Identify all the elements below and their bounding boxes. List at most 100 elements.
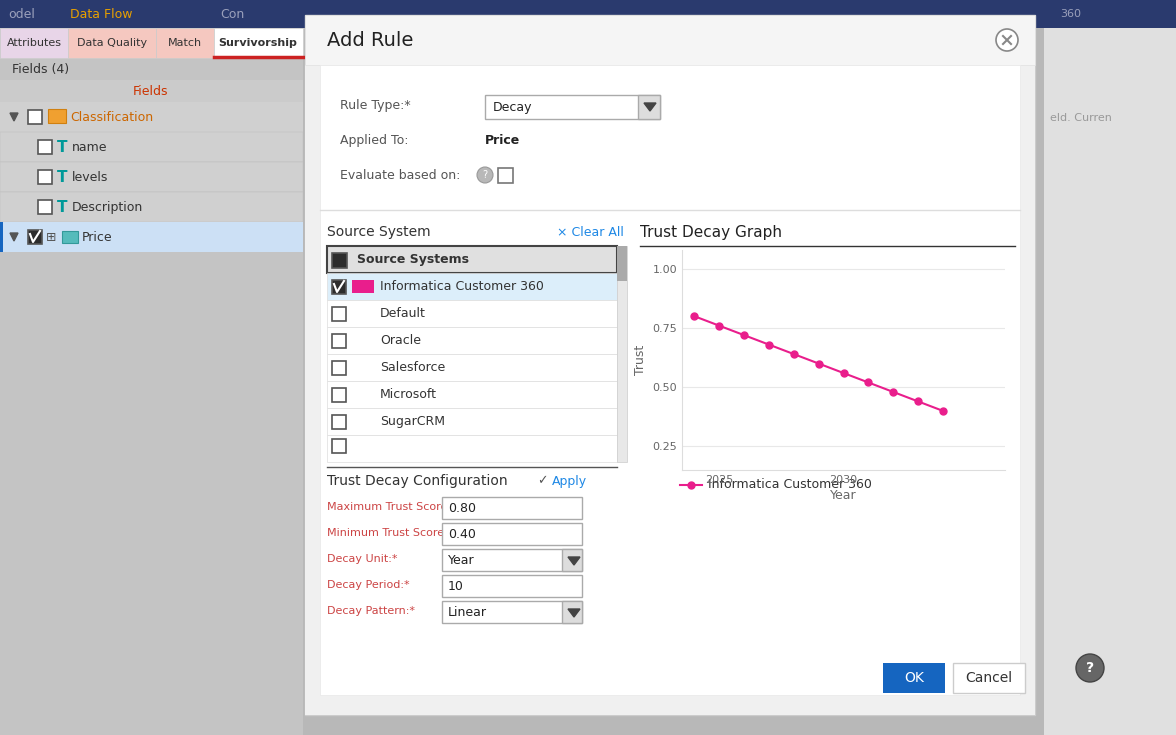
Text: Evaluate based on:: Evaluate based on: bbox=[340, 168, 460, 182]
Bar bbox=[442, 575, 582, 597]
Text: OK: OK bbox=[904, 671, 924, 685]
Text: Microsoft: Microsoft bbox=[380, 387, 437, 401]
Bar bbox=[0, 102, 303, 132]
Text: Survivorship: Survivorship bbox=[219, 38, 298, 48]
Circle shape bbox=[477, 167, 493, 183]
Bar bbox=[38, 140, 52, 154]
Text: Applied To:: Applied To: bbox=[340, 134, 408, 146]
Bar bbox=[883, 663, 946, 693]
Bar bbox=[327, 300, 617, 327]
Text: eld. Curren: eld. Curren bbox=[1050, 113, 1111, 123]
Text: T: T bbox=[56, 170, 67, 184]
Text: Salesforce: Salesforce bbox=[380, 360, 446, 373]
Bar bbox=[562, 549, 582, 571]
Text: Linear: Linear bbox=[448, 606, 487, 618]
Bar bbox=[562, 601, 582, 623]
Bar bbox=[327, 354, 617, 381]
Polygon shape bbox=[11, 233, 18, 241]
Text: Year: Year bbox=[448, 553, 475, 567]
Text: SugarCRM: SugarCRM bbox=[380, 415, 445, 428]
Bar bbox=[0, 0, 303, 735]
Text: Fields (4): Fields (4) bbox=[12, 62, 69, 76]
Text: Description: Description bbox=[72, 201, 143, 213]
Text: Decay: Decay bbox=[493, 101, 533, 113]
Bar bbox=[0, 222, 4, 252]
Text: Classification: Classification bbox=[71, 110, 153, 123]
Text: ✓: ✓ bbox=[537, 475, 548, 487]
Bar bbox=[327, 408, 617, 435]
Bar bbox=[0, 132, 303, 162]
Text: 360: 360 bbox=[1060, 9, 1081, 19]
Bar bbox=[327, 435, 617, 462]
Text: Decay Pattern:*: Decay Pattern:* bbox=[327, 606, 415, 616]
Circle shape bbox=[1076, 654, 1104, 682]
X-axis label: Year: Year bbox=[830, 489, 857, 502]
Text: 10: 10 bbox=[448, 579, 463, 592]
Bar bbox=[0, 222, 303, 252]
Text: Minimum Trust Score:*: Minimum Trust Score:* bbox=[327, 528, 454, 538]
Bar bbox=[327, 273, 617, 300]
Bar bbox=[327, 327, 617, 354]
Bar bbox=[0, 58, 303, 80]
Bar bbox=[442, 497, 582, 519]
Bar bbox=[38, 170, 52, 184]
Text: Oracle: Oracle bbox=[380, 334, 421, 346]
Text: Maximum Trust Score:*: Maximum Trust Score:* bbox=[327, 502, 456, 512]
Text: Informatica Customer 360: Informatica Customer 360 bbox=[708, 478, 871, 492]
Bar bbox=[442, 523, 582, 545]
Bar bbox=[617, 246, 627, 281]
Bar bbox=[332, 361, 346, 375]
Bar bbox=[38, 200, 52, 214]
Bar bbox=[485, 95, 660, 119]
Bar bbox=[332, 253, 347, 268]
Text: Source Systems: Source Systems bbox=[358, 253, 469, 265]
Text: odel: odel bbox=[8, 7, 35, 21]
Text: Informatica Customer 360: Informatica Customer 360 bbox=[380, 279, 543, 293]
Bar bbox=[352, 280, 374, 293]
Text: levels: levels bbox=[72, 171, 108, 184]
Bar bbox=[442, 601, 582, 623]
Text: Price: Price bbox=[82, 231, 113, 243]
Bar bbox=[156, 28, 214, 58]
Bar bbox=[62, 231, 78, 243]
Polygon shape bbox=[568, 557, 580, 565]
Text: ⊞: ⊞ bbox=[46, 231, 56, 243]
Text: Cancel: Cancel bbox=[965, 671, 1013, 685]
Bar bbox=[28, 110, 42, 124]
Bar bbox=[320, 65, 1020, 695]
Bar bbox=[327, 246, 617, 273]
Text: Match: Match bbox=[168, 38, 202, 48]
Bar bbox=[214, 28, 303, 58]
Text: Rule Type:*: Rule Type:* bbox=[340, 98, 410, 112]
Text: Decay Unit:*: Decay Unit:* bbox=[327, 554, 397, 564]
Text: Trust Decay Graph: Trust Decay Graph bbox=[640, 224, 782, 240]
Bar bbox=[442, 549, 582, 571]
Bar bbox=[0, 192, 303, 222]
Text: Decay Period:*: Decay Period:* bbox=[327, 580, 409, 590]
Bar bbox=[332, 307, 346, 321]
Text: × Clear All: × Clear All bbox=[557, 226, 624, 238]
Bar bbox=[48, 109, 66, 123]
Text: Data Quality: Data Quality bbox=[76, 38, 147, 48]
Text: Data Flow: Data Flow bbox=[71, 7, 133, 21]
Bar bbox=[332, 388, 346, 402]
Text: ?: ? bbox=[1085, 661, 1094, 675]
Bar bbox=[28, 230, 42, 244]
Bar bbox=[332, 280, 346, 294]
Bar bbox=[0, 162, 303, 192]
Text: Apply: Apply bbox=[552, 475, 587, 487]
Text: Fields: Fields bbox=[133, 85, 168, 98]
Bar bbox=[332, 334, 346, 348]
Text: T: T bbox=[56, 140, 67, 154]
Polygon shape bbox=[644, 103, 656, 111]
Bar bbox=[305, 15, 1035, 65]
Text: 0.80: 0.80 bbox=[448, 501, 476, 514]
Text: Con: Con bbox=[220, 7, 245, 21]
Bar bbox=[305, 15, 1035, 715]
Y-axis label: Trust: Trust bbox=[634, 345, 647, 375]
Text: ?: ? bbox=[482, 170, 488, 180]
Polygon shape bbox=[568, 609, 580, 617]
Bar bbox=[68, 28, 156, 58]
Bar bbox=[332, 439, 346, 453]
Text: Attributes: Attributes bbox=[7, 38, 61, 48]
